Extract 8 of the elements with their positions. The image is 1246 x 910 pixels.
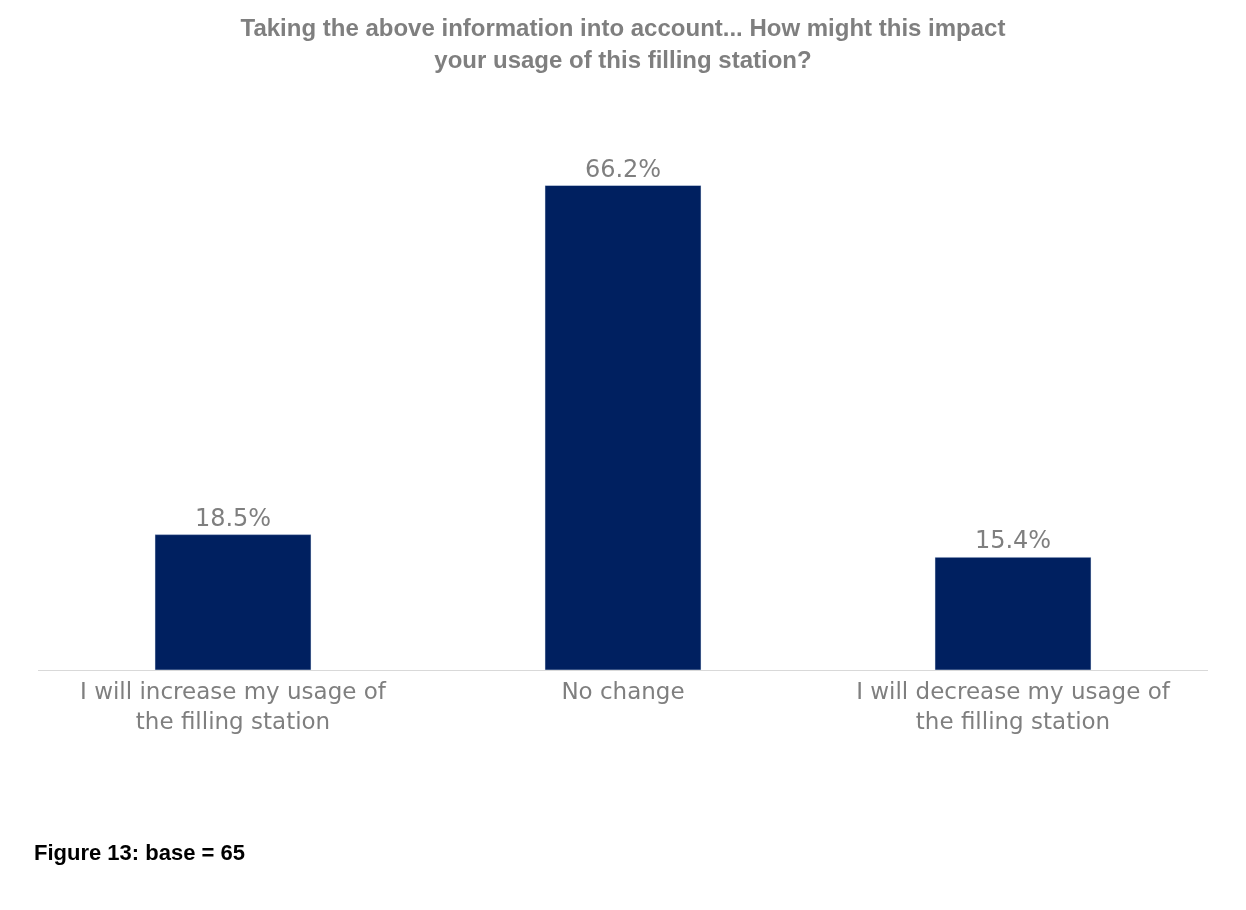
x-tick-label: I will decrease my usage of the filling station — [856, 677, 1171, 734]
caption: Figure 13: base = 65 — [34, 840, 245, 865]
data-label: 66.2% — [584, 154, 662, 183]
x-tick-label: No change — [561, 677, 685, 704]
data-label: 15.4% — [974, 526, 1052, 555]
chart-title: Taking the above information into account... How might this impact your usage of this filling station? — [240, 14, 1006, 73]
x-tick-label: I will increase my usage of the filling station — [80, 677, 387, 734]
data-label: 18.5% — [194, 503, 272, 532]
